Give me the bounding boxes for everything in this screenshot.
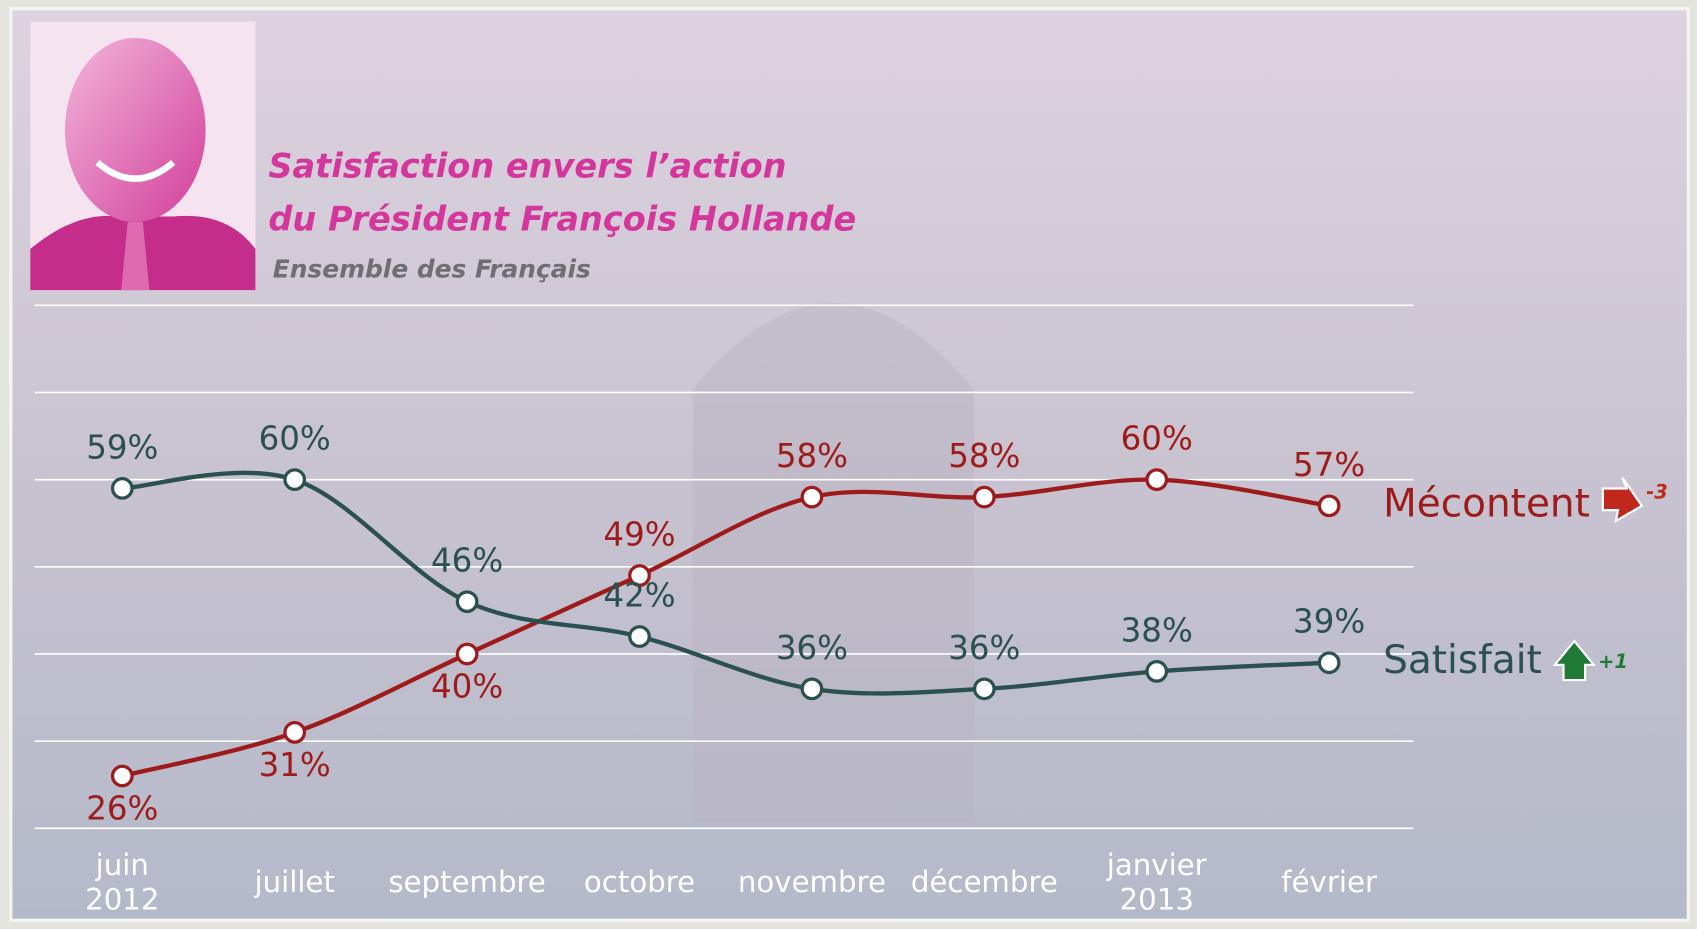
data-point	[1317, 651, 1341, 675]
data-label: 49%	[603, 516, 675, 554]
data-label: 40%	[431, 668, 503, 706]
data-label: 59%	[86, 428, 158, 466]
data-point	[455, 590, 479, 614]
x-tick-label: janvier 2013	[1106, 848, 1207, 918]
data-point	[1145, 468, 1169, 492]
legend-label: Satisfait	[1383, 638, 1542, 683]
data-label: 46%	[431, 542, 503, 580]
gate-shape	[692, 303, 975, 823]
data-label: 58%	[948, 437, 1020, 475]
change-value: +1	[1598, 650, 1628, 673]
x-tick-label: février	[1281, 866, 1377, 900]
legend-label: Mécontent	[1383, 481, 1590, 526]
portrait	[30, 21, 256, 291]
x-tick-label: décembre	[910, 866, 1058, 900]
data-point	[1145, 660, 1169, 683]
data-label: 58%	[776, 437, 848, 475]
data-point	[628, 564, 651, 587]
data-point	[1317, 494, 1341, 518]
data-label: 26%	[86, 790, 158, 828]
series-line	[121, 477, 1330, 779]
title-line: du Président François Hollande	[268, 199, 856, 238]
data-label: 36%	[776, 629, 848, 667]
data-label: 60%	[259, 420, 331, 458]
title-line: Satisfaction envers l’action	[268, 146, 786, 185]
x-tick-label: juillet	[254, 866, 335, 900]
data-point	[110, 764, 134, 788]
data-point	[972, 485, 996, 509]
data-point	[283, 721, 307, 744]
data-point	[455, 642, 479, 666]
x-tick-label: octobre	[583, 866, 696, 900]
series-line	[122, 470, 1330, 696]
data-label: 31%	[259, 746, 331, 784]
data-point	[972, 677, 996, 701]
data-point	[110, 477, 134, 500]
data-label: 57%	[1293, 446, 1365, 484]
data-point	[283, 468, 307, 492]
change-arrow	[1552, 639, 1597, 682]
change-value: -3	[1646, 480, 1668, 503]
data-label: 36%	[948, 629, 1020, 667]
data-point	[800, 677, 824, 701]
x-tick-label: novembre	[737, 866, 886, 900]
data-point	[800, 485, 824, 509]
subtitle: Ensemble des Français	[273, 255, 591, 284]
data-label: 38%	[1121, 611, 1193, 649]
data-label: 60%	[1121, 420, 1193, 458]
data-label: 39%	[1293, 603, 1365, 641]
x-tick-label: septembre	[388, 866, 546, 900]
x-tick-label: juin 2012	[85, 848, 160, 918]
data-point	[628, 625, 651, 648]
change-arrow	[1601, 477, 1644, 524]
data-label: 42%	[603, 577, 675, 615]
